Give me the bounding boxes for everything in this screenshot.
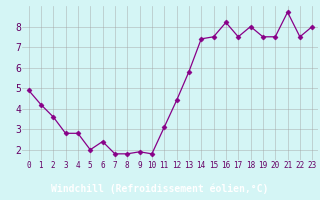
Text: Windchill (Refroidissement éolien,°C): Windchill (Refroidissement éolien,°C) bbox=[51, 184, 269, 194]
